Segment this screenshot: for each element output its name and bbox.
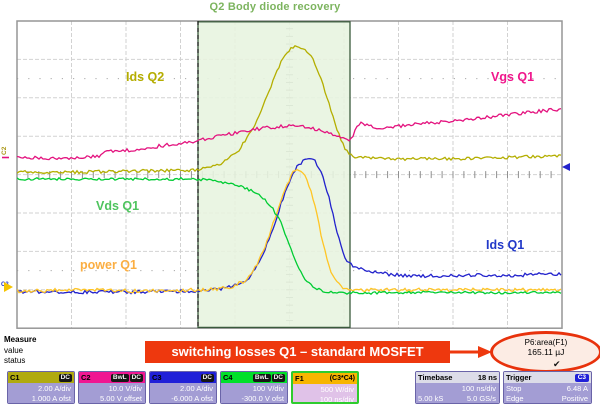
channel-box-c1[interactable]: C1 DC 2.00 A/div 1.000 A ofst — [7, 371, 75, 404]
channel-position-markers: C2C3 — [1, 146, 570, 292]
channel-id: C2 — [81, 373, 91, 382]
timebase-box[interactable]: Timebase 18 ns 100 ns/div 5.00 kS 5.0 GS… — [415, 371, 500, 404]
offset-value: 100 ns/div — [319, 395, 354, 404]
coupling-badges: DC — [200, 373, 214, 382]
trigger-header: Trigger C3 — [504, 372, 591, 383]
channel-settings: 10.0 V/div 5.00 V offset — [79, 383, 145, 403]
timebase-delay: 18 ns — [477, 373, 497, 382]
trigger-source-badge: C3 — [574, 373, 589, 382]
trigger-label: Trigger — [506, 373, 532, 382]
channel-header-c4: C4 BwL DC — [221, 372, 287, 383]
measure-value-label: value — [4, 345, 24, 355]
channel-box-c3[interactable]: C3 DC 2.00 A/div -6.000 A ofst — [149, 371, 217, 404]
f1-zero-arrow-icon — [4, 282, 13, 292]
timebase-samplerate: 5.0 GS/s — [466, 394, 496, 403]
channel-header-c3: C3 DC — [150, 372, 216, 383]
trigger-level: 6.48 A — [566, 384, 588, 393]
timebase-header: Timebase 18 ns — [416, 372, 499, 383]
measure-title: Measure — [4, 335, 37, 344]
waveform-plot: C2C3 — [1, 20, 570, 329]
trace-power-q1 — [17, 168, 562, 294]
trigger-body: Stop 6.48 A Edge Positive — [504, 383, 591, 403]
trace-label-power-q1: power Q1 — [80, 258, 137, 272]
timebase-samples: 5.00 kS — [418, 394, 444, 403]
trace-vds-q1 — [17, 176, 562, 296]
channel-box-c2[interactable]: C2 BwL DC 10.0 V/div 5.00 V offset — [78, 371, 146, 404]
trace-ids-q2 — [17, 45, 562, 175]
measurement-callout: P6:area(F1) 165.11 µJ ✔ — [490, 331, 600, 373]
channel-settings: 2.00 A/div 1.000 A ofst — [8, 383, 74, 403]
measure-panel: Measure value status — [4, 335, 36, 367]
scale-per-div: 2.00 A/div — [180, 384, 213, 393]
timebase-body: 100 ns/div 5.00 kS 5.0 GS/s — [416, 383, 499, 403]
badge-dc: DC — [200, 373, 214, 382]
channel-id: F1 — [295, 374, 304, 383]
trace-label-ids-q1: Ids Q1 — [486, 238, 525, 252]
timebase-label: Timebase — [418, 373, 453, 382]
c2-zero-marker: C2 — [1, 146, 8, 155]
trigger-mode: Stop — [506, 384, 522, 393]
channel-header-f1: F1 (C3*C4) — [293, 373, 357, 384]
trace-label-ids-q2: Ids Q2 — [126, 70, 165, 84]
scale-per-div: 500 W/div — [320, 385, 354, 394]
channel-settings: 500 W/div 100 ns/div — [293, 384, 357, 404]
channel-id: C3 — [152, 373, 162, 382]
offset-value: -6.000 A ofst — [171, 394, 213, 403]
channel-header-c2: C2 BwL DC — [79, 372, 145, 383]
scale-per-div: 10.0 V/div — [108, 384, 142, 393]
scale-per-div: 100 V/div — [252, 384, 284, 393]
channel-box-f1[interactable]: F1 (C3*C4) 500 W/div 100 ns/div — [291, 371, 359, 404]
measurement-name: P6:area(F1) — [524, 338, 568, 347]
timebase-rate: 100 ns/div — [461, 384, 496, 393]
trace-vgs-q1 — [17, 107, 562, 161]
annotation-banner: switching losses Q1 – standard MOSFET — [145, 341, 450, 363]
waveform-traces — [17, 45, 562, 296]
measure-status-label: status — [4, 356, 26, 365]
channel-id: C1 — [10, 373, 20, 382]
badge-dc: DC — [129, 373, 143, 382]
badge-dc: DC — [58, 373, 72, 382]
badge-dc: DC — [271, 373, 285, 382]
measurement-value: 165.11 µJ — [527, 347, 565, 357]
region-title: Q2 Body diode recovery — [209, 1, 341, 13]
badge-bwl: BwL — [252, 373, 271, 382]
channel-settings: 100 V/div -300.0 V ofst — [221, 383, 287, 403]
trace-label-vds-q1: Vds Q1 — [96, 199, 140, 213]
offset-value: 5.00 V offset — [100, 394, 142, 403]
badge-bwl: BwL — [110, 373, 129, 382]
function-source: (C3*C4) — [329, 375, 355, 382]
channel-id: C4 — [223, 373, 233, 382]
channel-header-c1: C1 DC — [8, 372, 74, 383]
trigger-type: Edge — [506, 394, 524, 403]
trigger-level-arrow-icon — [562, 163, 570, 171]
scale-per-div: 2.00 A/div — [38, 384, 71, 393]
trigger-slope: Positive — [561, 394, 588, 403]
offset-value: -300.0 V ofst — [241, 394, 284, 403]
highlight-region — [197, 21, 351, 329]
trigger-box[interactable]: Trigger C3 Stop 6.48 A Edge Positive — [503, 371, 592, 404]
coupling-badges: BwL DC — [252, 373, 285, 382]
channel-settings: 2.00 A/div -6.000 A ofst — [150, 383, 216, 403]
trace-ids-q1 — [17, 157, 562, 295]
offset-value: 1.000 A ofst — [31, 394, 71, 403]
coupling-badges: BwL DC — [110, 373, 143, 382]
channel-box-c4[interactable]: C4 BwL DC 100 V/div -300.0 V ofst — [220, 371, 288, 404]
coupling-badges: DC — [58, 373, 72, 382]
trace-label-vgs-q1: Vgs Q1 — [491, 70, 535, 84]
check-icon: ✔ — [553, 359, 561, 369]
